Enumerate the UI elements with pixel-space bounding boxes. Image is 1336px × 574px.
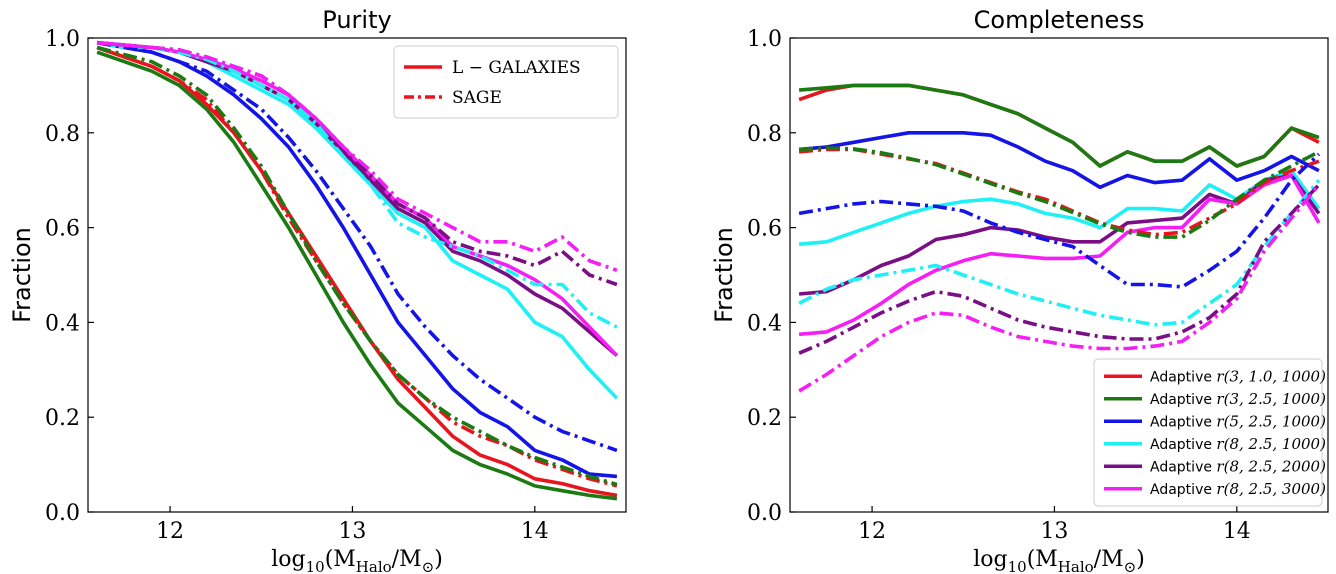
- series-line-dashdot-8: [798, 152, 1321, 289]
- plot-frame: [87, 37, 627, 513]
- series-line-dashdot-9: [798, 179, 1321, 327]
- series-line-dashdot-6: [96, 45, 618, 488]
- series-line-dashdot-11: [96, 40, 618, 273]
- y-tick-label: 0.0: [747, 501, 782, 526]
- y-tick-label: 0.8: [747, 122, 782, 147]
- series-line-dashdot-10: [798, 183, 1321, 355]
- plot-frame: [789, 37, 1329, 513]
- x-axis-label: log10(MHalo/M⊙): [973, 547, 1145, 574]
- y-tick-label: 0.6: [45, 217, 80, 242]
- series-line-solid-3: [798, 168, 1321, 246]
- legend-box: [1093, 358, 1323, 507]
- y-tick-label: 0.2: [747, 406, 782, 431]
- legend-label: Adaptive r(8, 2.5, 2000): [1150, 457, 1326, 475]
- legend-label: Adaptive r(5, 2.5, 1000): [1150, 412, 1326, 430]
- y-tick-label: 0.4: [45, 311, 80, 336]
- series-line-solid-0: [798, 83, 1320, 168]
- series-line-solid-1: [96, 50, 618, 501]
- y-tick-label: 0.6: [747, 217, 782, 242]
- y-tick-label: 1.0: [747, 27, 782, 52]
- series-line-dashdot-7: [96, 45, 618, 487]
- series-line-dashdot-8: [96, 40, 618, 453]
- y-tick-label: 0.4: [747, 311, 782, 336]
- chart-panel-1: 0.0 0.2 0.4 0.6 0.8 1.0 12 13 14 Completeness Frac…: [710, 6, 1329, 574]
- series-line-dashdot-7: [799, 146, 1320, 239]
- legend: Adaptive r(3, 1.0, 1000) Adaptive r(3, 2.…: [1093, 358, 1326, 507]
- x-tick-label: 12: [858, 519, 886, 544]
- chart-panel-0: 0.0 0.2 0.4 0.6 0.8 1.0 12 13 14 Purity Fraction lo…: [8, 6, 627, 574]
- legend: L − GALAXIES SAGE: [393, 45, 619, 119]
- x-axis-label: log10(MHalo/M⊙): [271, 547, 443, 574]
- series-line-solid-2: [798, 131, 1320, 190]
- legend-box: [393, 45, 619, 119]
- x-tick-label: 14: [1223, 519, 1251, 544]
- legend-label: SAGE: [452, 88, 502, 108]
- series-line-dashdot-9: [96, 40, 618, 329]
- y-tick-label: 0.2: [45, 406, 80, 431]
- x-tick-label: 12: [156, 519, 184, 544]
- x-tick-label: 13: [338, 519, 366, 544]
- chart-title: Purity: [322, 6, 391, 34]
- chart-title: Completeness: [974, 6, 1145, 34]
- legend-label: Adaptive r(8, 2.5, 1000): [1150, 435, 1326, 453]
- series-line-dashdot-6: [798, 147, 1320, 237]
- series-line-solid-5: [798, 173, 1321, 337]
- y-tick-label: 0.0: [45, 501, 80, 526]
- y-axis-label: Fraction: [710, 227, 738, 323]
- legend-label: Adaptive r(3, 1.0, 1000): [1150, 367, 1326, 385]
- legend-label: Adaptive r(8, 2.5, 3000): [1150, 480, 1326, 498]
- x-tick-label: 14: [521, 519, 549, 544]
- series-line-solid-1: [798, 83, 1320, 168]
- legend-label: L − GALAXIES: [452, 58, 581, 78]
- y-tick-label: 0.8: [45, 122, 80, 147]
- x-tick-label: 13: [1040, 519, 1068, 544]
- y-axis-label: Fraction: [8, 227, 36, 323]
- legend-label: Adaptive r(3, 2.5, 1000): [1150, 390, 1326, 408]
- y-tick-label: 1.0: [45, 27, 80, 52]
